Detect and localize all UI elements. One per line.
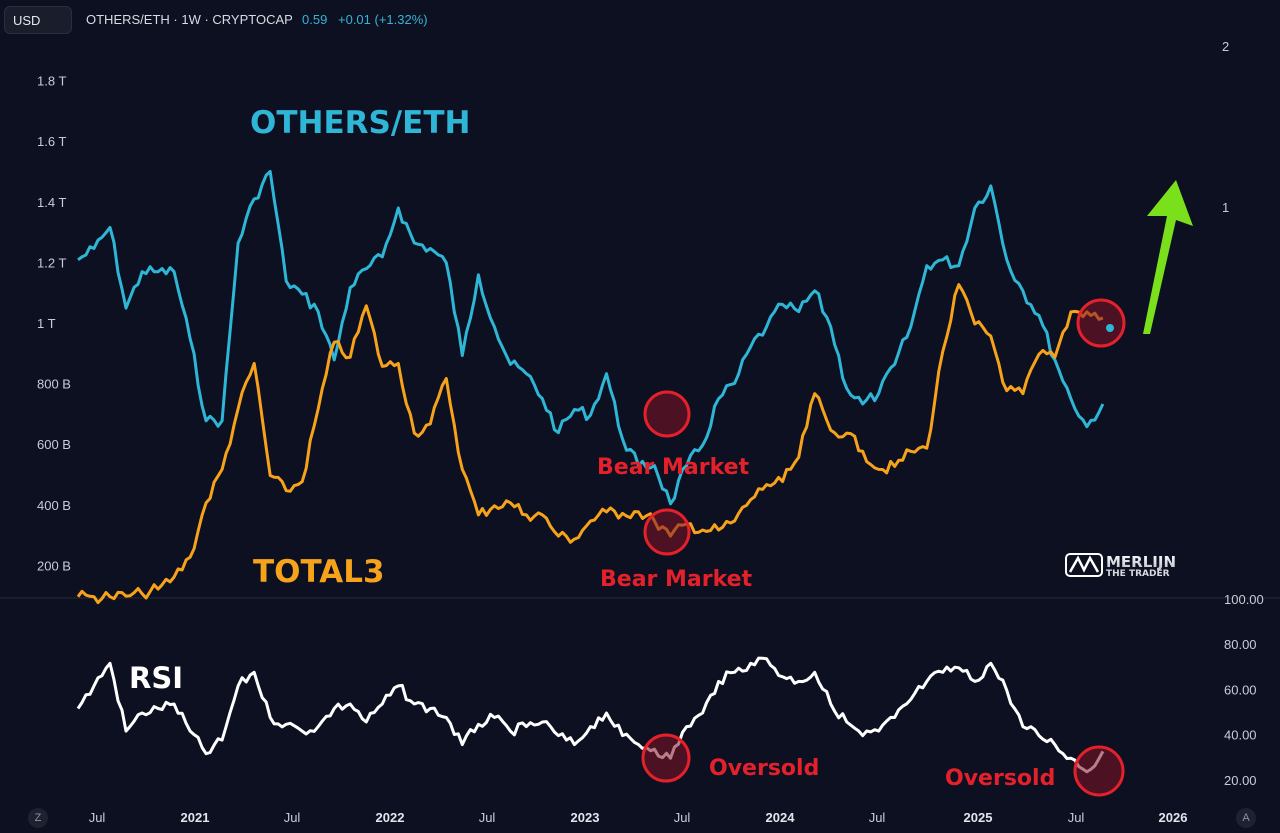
others-eth-line (77, 170, 1105, 506)
left-axis-tick: 1 T (37, 316, 56, 331)
left-axis-tick: 200 B (37, 558, 71, 573)
right-axis-tick: 1 (1222, 200, 1229, 215)
symbol-title: OTHERS/ETH · 1W · CRYPTOCAP (86, 12, 293, 27)
last-price: 0.59 (302, 12, 328, 27)
right-axis: 21 (1222, 39, 1229, 215)
watermark: MERLIJN THE TRADER (1065, 553, 1176, 579)
oversold-circle-2 (1073, 745, 1125, 797)
time-axis-tick: Jul (1068, 810, 1085, 825)
oversold-label-2: Oversold (945, 766, 1055, 791)
left-axis-tick: 800 B (37, 377, 71, 392)
total3-label: TOTAL3 (253, 554, 385, 590)
rsi-line (76, 656, 1105, 774)
time-axis-tick: Jul (674, 810, 691, 825)
others-eth-label: OTHERS/ETH (250, 105, 470, 141)
bear-market-label-2: Bear Market (600, 567, 753, 592)
time-axis: Jul 2021 Jul 2022 Jul 2023 Jul 2024 Jul 2025 Jul 20… (89, 810, 1188, 825)
bear-market-circle-2 (643, 508, 691, 556)
up-arrow-icon (1143, 180, 1193, 334)
time-axis-tick: Jul (479, 810, 496, 825)
time-axis-tick: 2024 (766, 810, 796, 825)
left-axis-tick: 1.2 T (37, 255, 66, 270)
time-axis-tick: Jul (284, 810, 301, 825)
left-axis: 1.8 T 1.6 T 1.4 T 1.2 T 1 T 800 B 600 B 400 B 20… (37, 74, 71, 574)
left-axis-tick: 400 B (37, 498, 71, 513)
left-axis-tick: 1.6 T (37, 134, 66, 149)
rsi-axis-tick: 20.00 (1224, 773, 1257, 788)
time-axis-tick: 2022 (376, 810, 405, 825)
rsi-axis: 100.00 80.00 60.00 40.00 20.00 (1224, 592, 1264, 788)
price-change: +0.01 (+1.32%) (338, 12, 428, 27)
time-axis-tick: 2025 (964, 810, 993, 825)
watermark-line1: MERLIJN (1106, 553, 1176, 571)
rsi-axis-tick: 80.00 (1224, 637, 1257, 652)
right-axis-tick: 2 (1222, 39, 1229, 54)
rsi-axis-tick: 40.00 (1224, 728, 1257, 743)
oversold-circle-1 (641, 733, 691, 783)
total3-line (76, 283, 1104, 605)
time-axis-tick: Jul (89, 810, 106, 825)
left-axis-tick: 1.8 T (37, 74, 66, 89)
oversold-label-1: Oversold (709, 756, 819, 781)
time-axis-tick: 2026 (1159, 810, 1188, 825)
auto-scale-button[interactable]: A (1236, 808, 1256, 828)
watermark-line2: THE TRADER (1106, 569, 1170, 579)
left-axis-tick: 1.4 T (37, 195, 66, 210)
zoom-toggle-button[interactable]: Z (28, 808, 48, 828)
rsi-axis-tick: 60.00 (1224, 682, 1257, 697)
time-axis-tick: 2023 (571, 810, 600, 825)
currency-button[interactable]: USD (4, 6, 72, 34)
current-price-circle (1076, 298, 1126, 348)
others-eth-last-point (1106, 324, 1114, 332)
left-axis-tick: 600 B (37, 437, 71, 452)
annotation-circles (641, 298, 1126, 797)
time-axis-tick: 2021 (181, 810, 210, 825)
rsi-axis-tick: 100.00 (1224, 592, 1264, 607)
bear-market-label-1: Bear Market (597, 455, 750, 480)
rsi-label: RSI (129, 661, 183, 695)
watermark-logo-icon (1065, 553, 1103, 577)
time-axis-tick: Jul (869, 810, 886, 825)
bear-market-circle-1 (643, 390, 691, 438)
